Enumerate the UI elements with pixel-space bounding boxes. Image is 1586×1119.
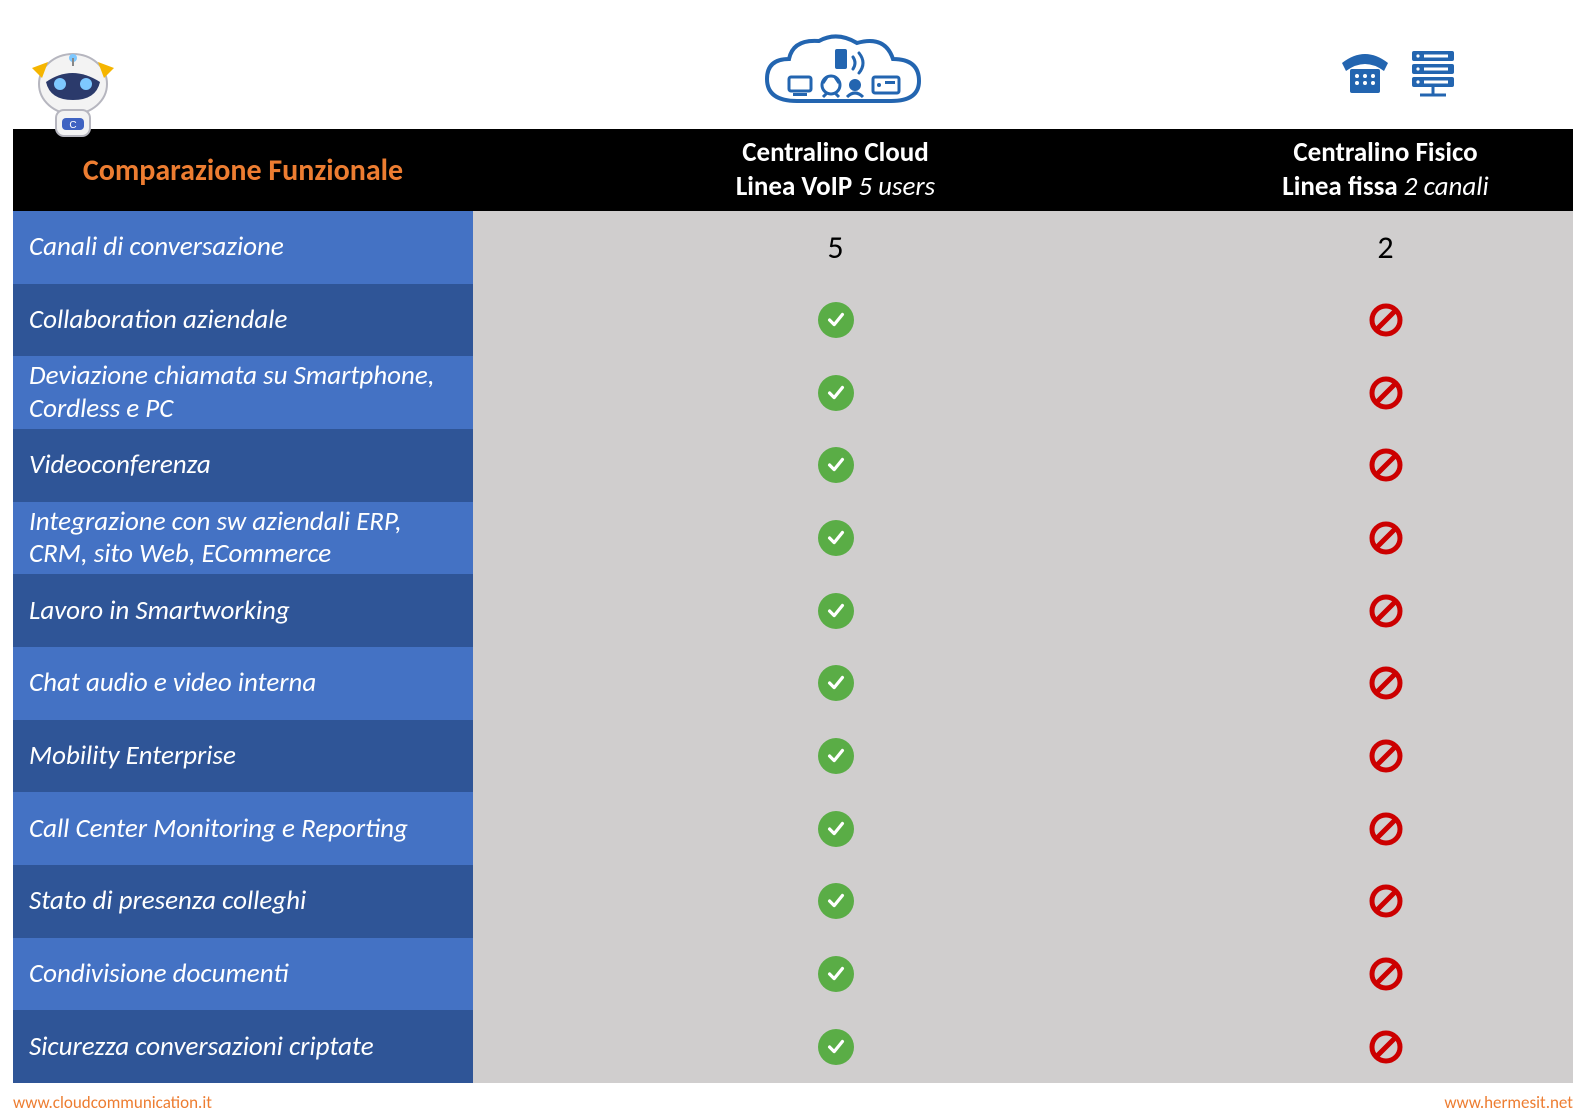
cell-cloud [473, 865, 1198, 938]
prohibited-icon [1368, 738, 1404, 774]
cell-physical [1198, 720, 1573, 793]
cell-physical [1198, 647, 1573, 720]
cell-cloud [473, 429, 1198, 502]
row-label: Canali di conversazione [13, 211, 473, 284]
cell-physical [1198, 429, 1573, 502]
desk-phone-icon [1338, 49, 1392, 102]
prohibited-icon [1368, 883, 1404, 919]
table-row: Sicurezza conversazioni criptate [13, 1010, 1573, 1083]
row-label: Chat audio e video interna [13, 647, 473, 720]
comparison-table: Canali di conversazione52Collaboration a… [13, 211, 1573, 1083]
table-row: Videoconferenza [13, 429, 1573, 502]
prohibited-icon [1368, 665, 1404, 701]
check-icon [818, 811, 854, 847]
row-label: Call Center Monitoring e Reporting [13, 792, 473, 865]
cell-cloud [473, 356, 1198, 429]
check-icon [818, 738, 854, 774]
cell-physical: 2 [1198, 211, 1573, 284]
top-icon-row [0, 28, 1586, 123]
check-icon [818, 447, 854, 483]
column-header-physical: Centralino Fisico Linea fissa 2 canali [1198, 136, 1573, 204]
prohibited-icon [1368, 520, 1404, 556]
cell-cloud [473, 502, 1198, 575]
row-label: Collaboration aziendale [13, 284, 473, 357]
table-row: Canali di conversazione52 [13, 211, 1573, 284]
row-label: Sicurezza conversazioni criptate [13, 1010, 473, 1083]
prohibited-icon [1368, 447, 1404, 483]
cloud-voip-icon [473, 28, 1211, 123]
cell-cloud [473, 720, 1198, 793]
row-label: Lavoro in Smartworking [13, 574, 473, 647]
footer-link-right[interactable]: www.hermesit.net [1444, 1092, 1573, 1113]
cell-physical [1198, 284, 1573, 357]
cell-physical [1198, 938, 1573, 1011]
check-icon [818, 375, 854, 411]
table-row: Mobility Enterprise [13, 720, 1573, 793]
table-row: Chat audio e video interna [13, 647, 1573, 720]
row-label: Deviazione chiamata su Smartphone, Cordl… [13, 356, 473, 429]
prohibited-icon [1368, 375, 1404, 411]
prohibited-icon [1368, 593, 1404, 629]
prohibited-icon [1368, 302, 1404, 338]
cell-cloud [473, 647, 1198, 720]
table-row: Condivisione documenti [13, 938, 1573, 1011]
table-row: Call Center Monitoring e Reporting [13, 792, 1573, 865]
row-label: Condivisione documenti [13, 938, 473, 1011]
cell-cloud [473, 792, 1198, 865]
cell-cloud [473, 1010, 1198, 1083]
comparison-title: Comparazione Funzionale [13, 152, 473, 189]
prohibited-icon [1368, 956, 1404, 992]
cell-physical [1198, 865, 1573, 938]
cell-physical [1198, 502, 1573, 575]
table-row: Deviazione chiamata su Smartphone, Cordl… [13, 356, 1573, 429]
table-row: Stato di presenza colleghi [13, 865, 1573, 938]
cell-physical [1198, 1010, 1573, 1083]
svg-text:C: C [69, 120, 76, 131]
cell-cloud [473, 938, 1198, 1011]
prohibited-icon [1368, 811, 1404, 847]
check-icon [818, 956, 854, 992]
check-icon [818, 520, 854, 556]
table-header: Comparazione Funzionale Centralino Cloud… [13, 129, 1573, 211]
row-label: Videoconferenza [13, 429, 473, 502]
table-row: Collaboration aziendale [13, 284, 1573, 357]
check-icon [818, 302, 854, 338]
row-label: Mobility Enterprise [13, 720, 473, 793]
cell-cloud [473, 284, 1198, 357]
cell-cloud: 5 [473, 211, 1198, 284]
check-icon [818, 883, 854, 919]
cell-cloud [473, 574, 1198, 647]
prohibited-icon [1368, 1029, 1404, 1065]
footer-link-left[interactable]: www.cloudcommunication.it [13, 1092, 212, 1113]
check-icon [818, 665, 854, 701]
column-header-cloud: Centralino Cloud Linea VoIP 5 users [473, 136, 1198, 204]
check-icon [818, 1029, 854, 1065]
table-row: Lavoro in Smartworking [13, 574, 1573, 647]
row-label: Stato di presenza colleghi [13, 865, 473, 938]
server-rack-icon [1406, 49, 1460, 102]
robot-mascot-icon: C [18, 38, 128, 148]
cell-physical [1198, 574, 1573, 647]
cell-physical [1198, 356, 1573, 429]
cell-physical [1198, 792, 1573, 865]
footer: www.cloudcommunication.it www.hermesit.n… [13, 1092, 1573, 1113]
check-icon [818, 593, 854, 629]
row-label: Integrazione con sw aziendali ERP, CRM, … [13, 502, 473, 575]
table-row: Integrazione con sw aziendali ERP, CRM, … [13, 502, 1573, 575]
